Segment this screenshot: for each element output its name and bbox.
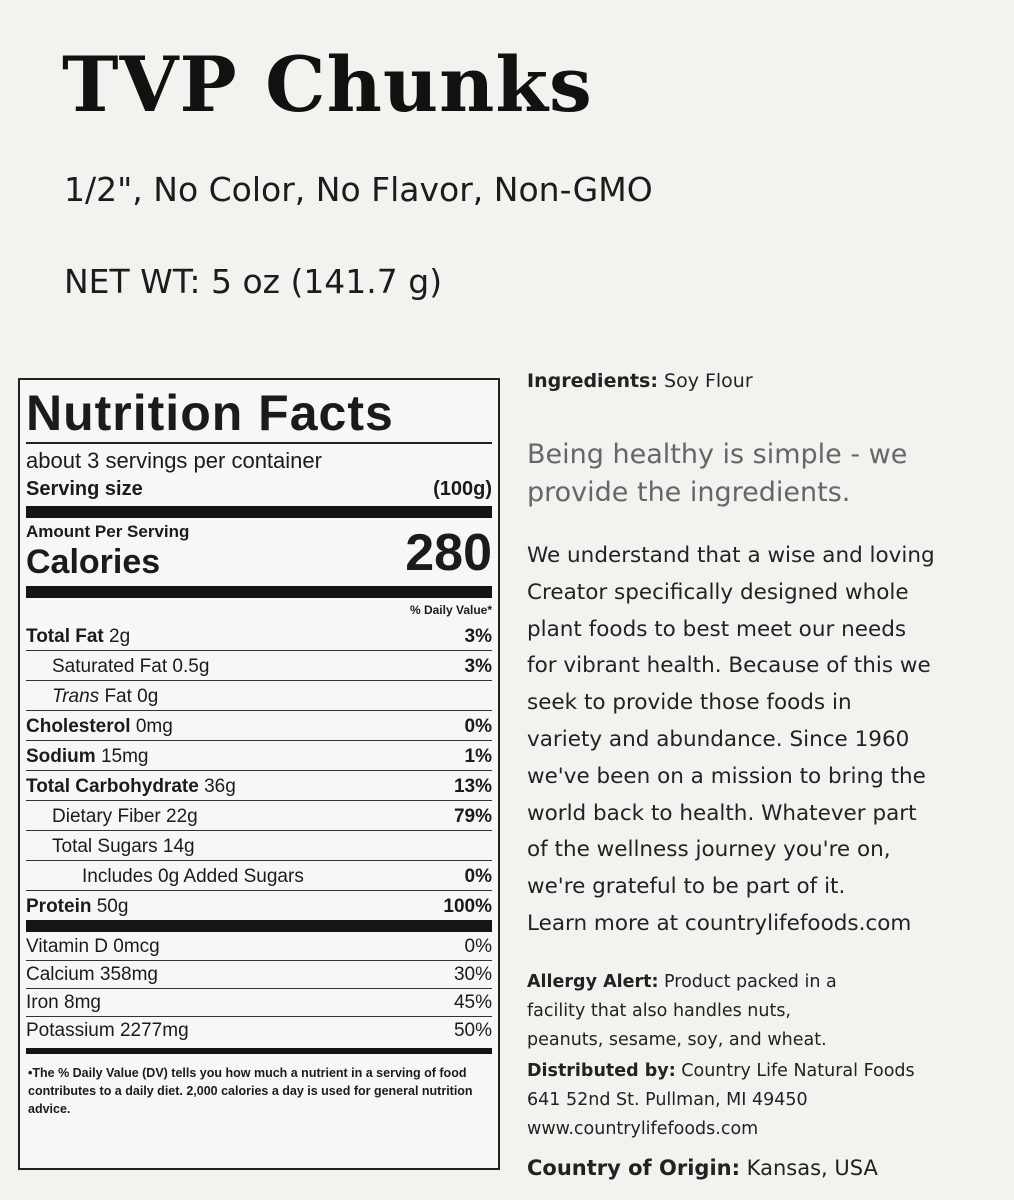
text-line: facility that also handles nuts, bbox=[527, 1001, 791, 1021]
text-line: of the wellness journey you're on, bbox=[527, 837, 891, 863]
country-of-origin: Country of Origin: Kansas, USA bbox=[527, 1156, 878, 1180]
text-line: we're grateful to be part of it. bbox=[527, 874, 846, 900]
vitamin-label: Iron 8mg bbox=[26, 992, 101, 1013]
nutrient-row: Dietary Fiber 22g 79% bbox=[26, 800, 492, 830]
ingredients: Ingredients: Soy Flour bbox=[527, 370, 753, 392]
nutrient-label: Protein 50g bbox=[26, 896, 129, 917]
nutrient-row: Sodium 15mg 1% bbox=[26, 740, 492, 770]
about-paragraph: We understand that a wise and loving Crea… bbox=[527, 538, 935, 943]
nutrient-row: Total Fat 2g 3% bbox=[26, 620, 492, 650]
calories-value: 280 bbox=[405, 524, 492, 582]
text-line: variety and abundance. Since 1960 bbox=[527, 726, 910, 752]
allergy-alert: Allergy Alert: Product packed in a facili… bbox=[527, 968, 837, 1055]
nutrient-row: Total Carbohydrate 36g 13% bbox=[26, 770, 492, 800]
nutrition-heading: Nutrition Facts bbox=[26, 385, 394, 441]
text-line: world back to health. Whatever part bbox=[527, 800, 917, 826]
vitamin-row: Potassium 2277mg 50% bbox=[26, 1016, 492, 1044]
nutrient-label: Total Fat 2g bbox=[26, 626, 131, 647]
nutrient-dv: 3% bbox=[464, 656, 492, 677]
nutrient-dv: 100% bbox=[443, 896, 492, 917]
nutrient-dv: 3% bbox=[464, 626, 492, 647]
nutrient-dv: 79% bbox=[453, 806, 492, 827]
nutrient-dv: 0% bbox=[464, 866, 492, 887]
vitamin-row: Calcium 358mg 30% bbox=[26, 960, 492, 988]
text-line: We understand that a wise and loving bbox=[527, 543, 935, 568]
tagline: Being healthy is simple - we provide the… bbox=[527, 439, 908, 508]
nutrient-dv: 1% bbox=[464, 746, 492, 767]
nutrient-row: Saturated Fat 0.5g 3% bbox=[26, 650, 492, 680]
nutrient-label: Dietary Fiber 22g bbox=[52, 806, 198, 827]
product-subtitle: 1/2", No Color, No Flavor, Non-GMO bbox=[64, 170, 653, 209]
text-line: peanuts, sesame, soy, and wheat. bbox=[527, 1030, 827, 1050]
vitamin-dv: 50% bbox=[453, 1020, 492, 1041]
nutrient-row: Total Sugars 14g bbox=[26, 830, 492, 860]
nutrient-label: Sodium 15mg bbox=[26, 746, 149, 767]
amount-per-serving: Amount Per Serving bbox=[26, 522, 190, 541]
vitamin-label: Calcium 358mg bbox=[26, 964, 158, 985]
vitamin-row: Vitamin D 0mcg 0% bbox=[26, 932, 492, 960]
distributed-by: Distributed by: Country Life Natural Foo… bbox=[527, 1057, 915, 1144]
text-line: plant foods to best meet our needs bbox=[527, 616, 907, 642]
vitamin-label: Vitamin D 0mcg bbox=[26, 936, 160, 957]
text-line: 641 52nd St. Pullman, MI 49450 bbox=[527, 1090, 808, 1110]
nutrient-label: Trans Fat 0g bbox=[52, 686, 159, 707]
text-line: Creator specifically designed whole bbox=[527, 579, 909, 605]
calories-label: Calories bbox=[26, 543, 161, 581]
nutrient-row: Trans Fat 0g bbox=[26, 680, 492, 710]
text-line: for vibrant health. Because of this we bbox=[527, 653, 931, 679]
daily-value-header: % Daily Value* bbox=[409, 603, 492, 617]
nutrient-label: Includes 0g Added Sugars bbox=[82, 866, 304, 887]
text-line: Allergy Alert: Product packed in a bbox=[527, 972, 837, 992]
text-line: www.countrylifefoods.com bbox=[527, 1119, 759, 1139]
text-line: Learn more at countrylifefoods.com bbox=[527, 910, 912, 936]
serving-size-row: Serving size (100g) bbox=[26, 474, 492, 506]
nutrient-row: Protein 50g 100% bbox=[26, 890, 492, 920]
calories-row: Amount Per Serving Calories 280 bbox=[26, 518, 492, 582]
vitamin-dv: 0% bbox=[464, 936, 492, 957]
servings-per-container: about 3 servings per container bbox=[26, 448, 322, 473]
footnote: •The % Daily Value (DV) tells you how mu… bbox=[28, 1066, 473, 1116]
nutrient-label: Cholesterol 0mg bbox=[26, 716, 173, 737]
net-weight: NET WT: 5 oz (141.7 g) bbox=[64, 262, 443, 301]
vitamin-label: Potassium 2277mg bbox=[26, 1020, 189, 1041]
text-line: we've been on a mission to bring the bbox=[527, 763, 926, 789]
text-line: Distributed by: Country Life Natural Foo… bbox=[527, 1061, 915, 1081]
nutrient-dv: 13% bbox=[453, 776, 492, 797]
vitamin-dv: 45% bbox=[453, 992, 492, 1013]
nutrient-dv: 0% bbox=[464, 716, 492, 737]
product-title: TVP Chunks bbox=[62, 40, 593, 129]
nutrient-label: Total Sugars 14g bbox=[52, 836, 195, 857]
nutrient-label: Total Carbohydrate 36g bbox=[26, 776, 236, 797]
vitamin-row: Iron 8mg 45% bbox=[26, 988, 492, 1016]
vitamin-dv: 30% bbox=[453, 964, 492, 985]
nutrient-row: Cholesterol 0mg 0% bbox=[26, 710, 492, 740]
nutrient-label: Saturated Fat 0.5g bbox=[52, 656, 210, 677]
nutrient-row: Includes 0g Added Sugars 0% bbox=[26, 860, 492, 890]
serving-size-label: Serving size bbox=[26, 478, 143, 500]
serving-size-value: (100g) bbox=[433, 478, 492, 500]
nutrition-facts-panel: Nutrition Facts about 3 servings per con… bbox=[18, 378, 500, 1170]
text-line: seek to provide those foods in bbox=[527, 690, 852, 716]
